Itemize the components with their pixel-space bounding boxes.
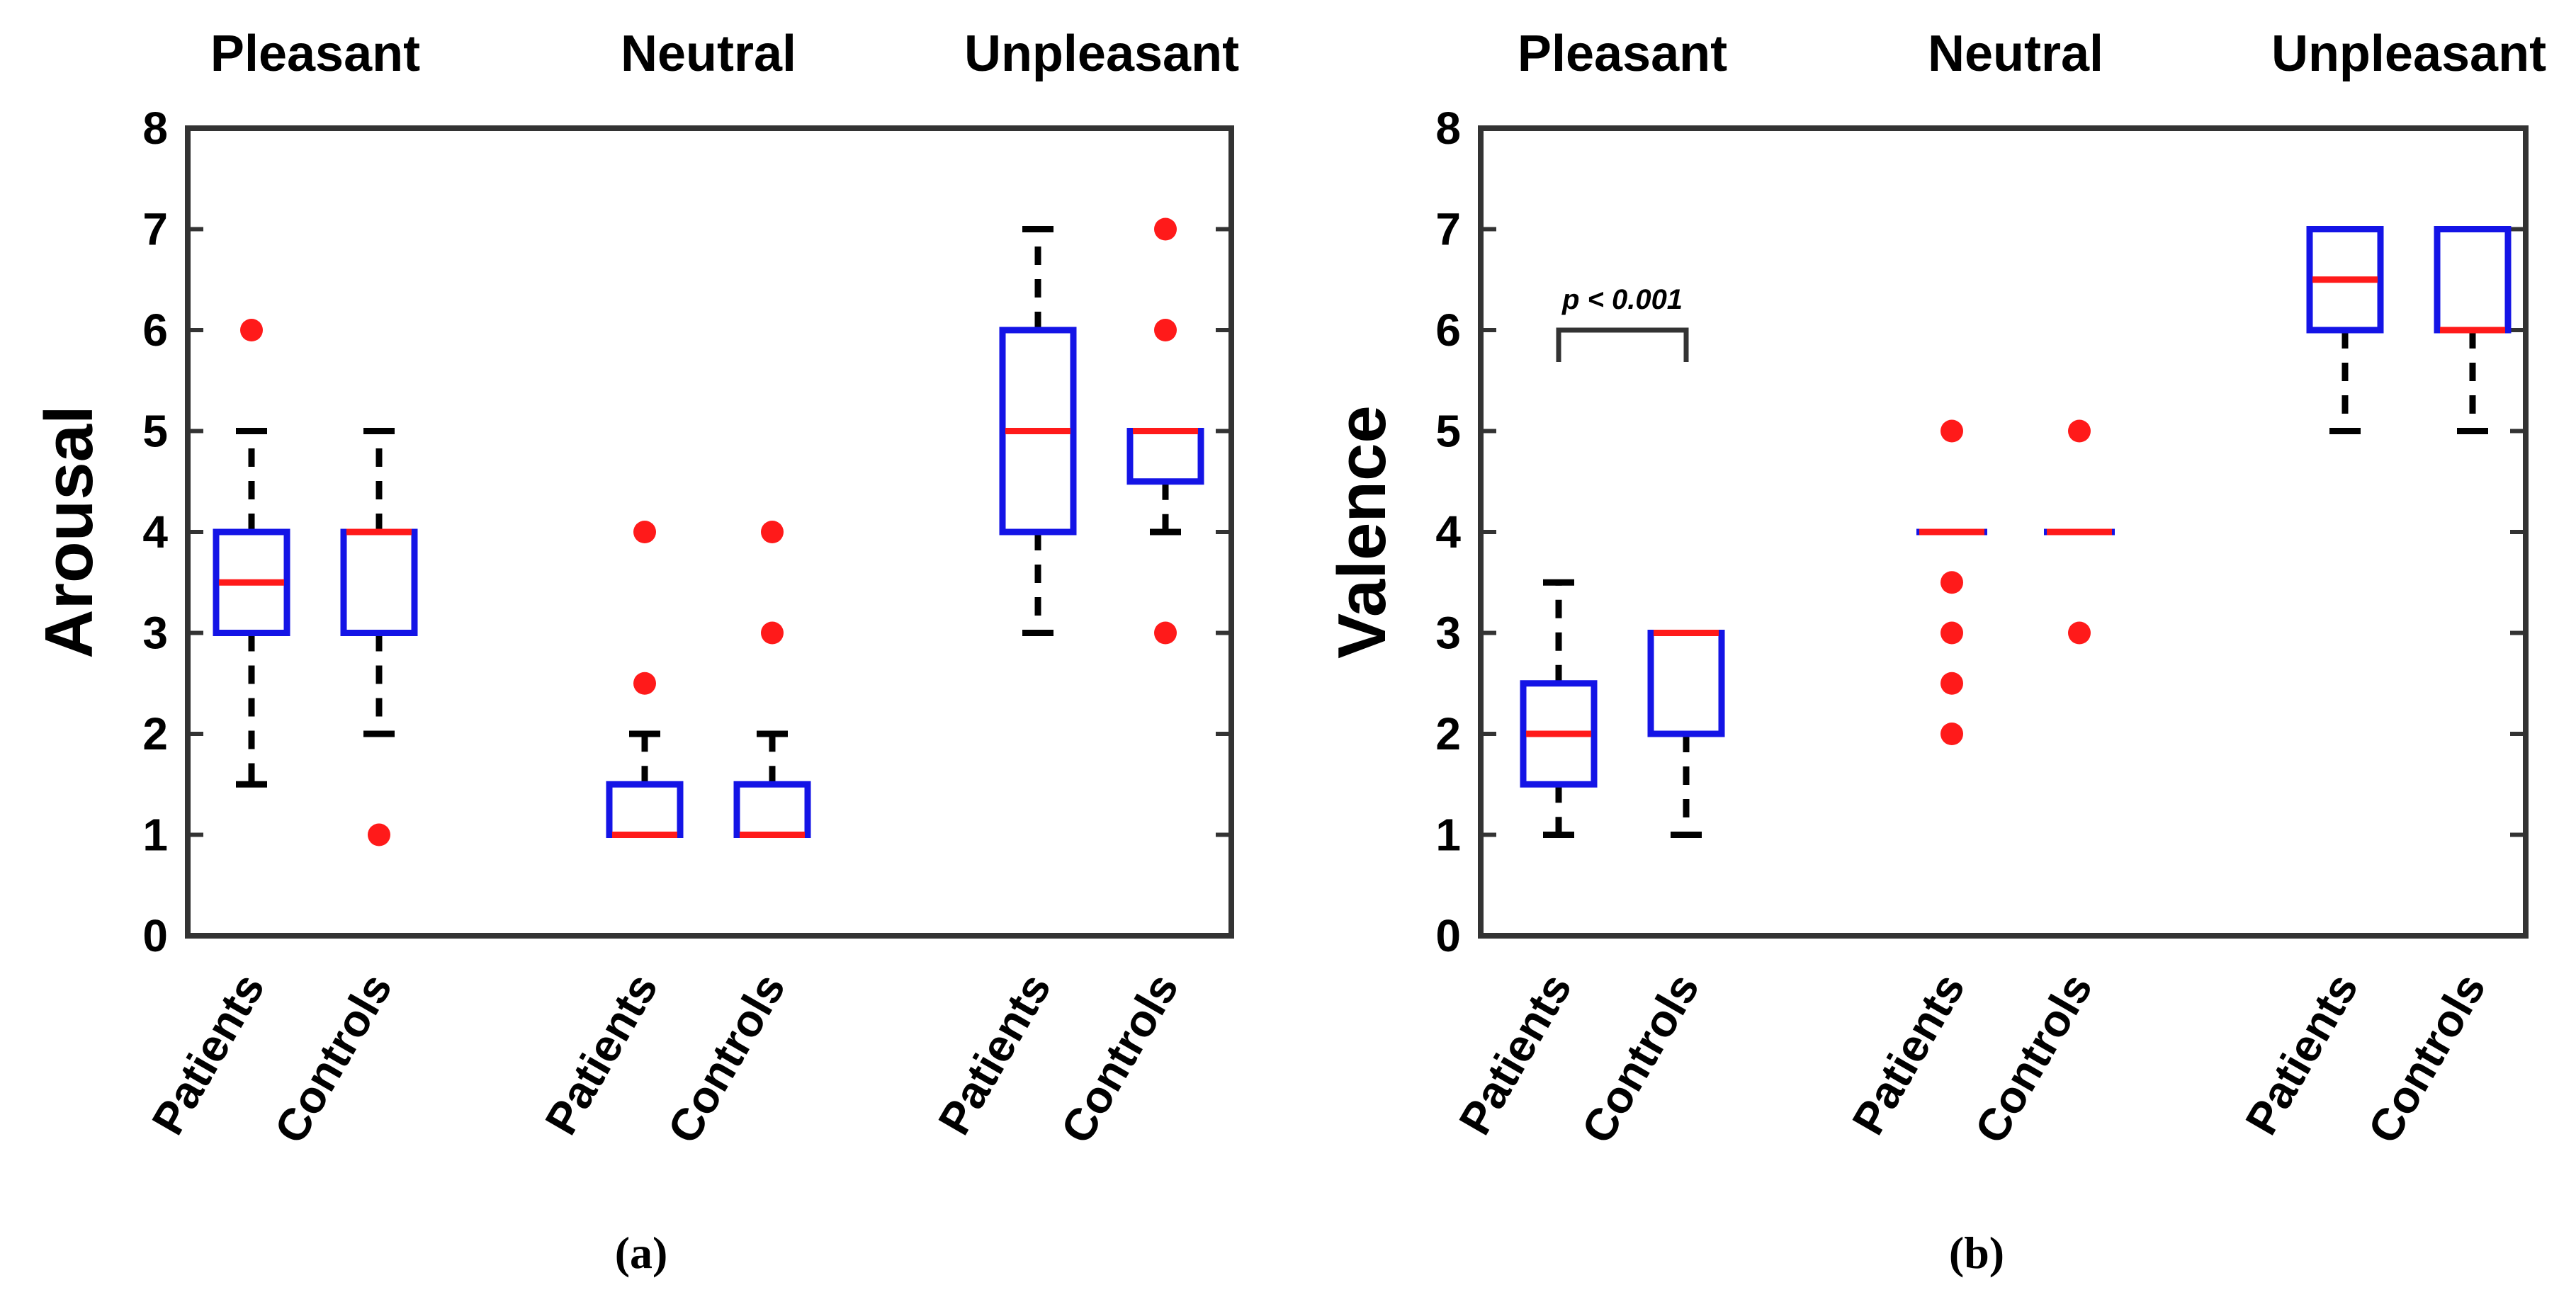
y-tick-label: 7 — [142, 204, 168, 255]
box-neutral-controls — [733, 521, 811, 838]
outlier-point — [761, 621, 784, 645]
iqr-box — [340, 528, 418, 636]
outlier-point — [633, 521, 656, 543]
significance-bracket — [1556, 327, 1689, 362]
significance-label: p < 0.001 — [1561, 284, 1683, 315]
outlier-point — [1941, 571, 1963, 594]
outlier-point — [368, 823, 390, 846]
outlier-point — [761, 521, 784, 543]
y-tick-label: 2 — [142, 708, 168, 759]
x-category-label: Controls — [657, 965, 795, 1152]
x-category-label: Controls — [264, 965, 402, 1152]
y-tick-label: 5 — [142, 406, 168, 457]
y-tick-label: 1 — [142, 810, 168, 861]
y-tick-label: 4 — [1435, 506, 1461, 557]
iqr-box — [1647, 630, 1725, 737]
x-category-label: Patients — [2235, 965, 2368, 1143]
y-tick-label: 0 — [142, 910, 168, 961]
x-category-label: Patients — [1842, 965, 1975, 1143]
x-category-label: Patients — [928, 965, 1061, 1143]
iqr-box — [733, 781, 811, 838]
outlier-point — [1154, 217, 1177, 241]
iqr-box — [2434, 226, 2512, 334]
outlier-point — [240, 319, 263, 341]
x-category-label: Controls — [1571, 965, 1709, 1152]
y-tick-label: 3 — [142, 608, 168, 659]
y-tick-label: 2 — [1435, 708, 1461, 759]
group-title: Unpleasant — [964, 26, 1239, 82]
iqr-box — [606, 781, 684, 838]
iqr-box — [1126, 428, 1204, 485]
x-category-label: Controls — [1051, 965, 1188, 1152]
group-title: Pleasant — [210, 26, 420, 82]
box-pleasant-controls — [340, 428, 418, 846]
y-axis-label: Arousal — [31, 405, 107, 658]
valence-panel: 0 1 2 3 4 5 6 7 8 Valence Pleasant Neutral Unpleasan… — [1324, 26, 2546, 1278]
y-tick-label: 6 — [142, 305, 168, 356]
outlier-point — [1941, 419, 1963, 443]
box-unpleasant-patients — [2306, 226, 2384, 434]
box-pleasant-patients — [213, 319, 290, 788]
x-category-label: Patients — [142, 965, 274, 1143]
box-neutral-patients — [1916, 419, 1987, 745]
box-unpleasant-controls — [2434, 226, 2512, 434]
group-title: Unpleasant — [2271, 26, 2546, 82]
outlier-point — [1154, 319, 1177, 341]
plot-frame — [1478, 125, 2529, 939]
arousal-panel: 0 1 2 3 4 5 6 7 8 Arousal Pleasant Neutral Unpleasan… — [31, 26, 1239, 1278]
x-category-label: Patients — [535, 965, 667, 1143]
y-tick-label: 4 — [142, 506, 168, 557]
panel-label: (b) — [1949, 1228, 2004, 1278]
box-unpleasant-patients — [999, 226, 1077, 636]
iqr-box — [2306, 226, 2384, 334]
outlier-point — [1941, 621, 1963, 645]
group-title: Pleasant — [1518, 26, 1727, 82]
outlier-point — [1154, 621, 1177, 645]
group-title: Neutral — [1928, 26, 2103, 82]
y-tick-label: 5 — [1435, 406, 1461, 457]
outlier-point — [2068, 419, 2091, 443]
y-tick-label: 6 — [1435, 305, 1461, 356]
y-tick-label: 3 — [1435, 608, 1461, 659]
y-axis-label: Valence — [1324, 405, 1400, 659]
box-pleasant-patients — [1520, 579, 1598, 838]
y-tick-label: 8 — [1435, 103, 1461, 154]
outlier-point — [1941, 672, 1963, 695]
group-title: Neutral — [621, 26, 796, 82]
y-tick-label: 8 — [142, 103, 168, 154]
iqr-box — [213, 528, 290, 636]
x-category-label: Patients — [1449, 965, 1581, 1143]
outlier-point — [2068, 621, 2091, 645]
x-category-label: Controls — [1965, 965, 2102, 1152]
outlier-point — [633, 672, 656, 695]
box-neutral-controls — [2044, 419, 2115, 645]
y-tick-label: 1 — [1435, 810, 1461, 861]
y-tick-label: 7 — [1435, 204, 1461, 255]
box-neutral-patients — [606, 521, 684, 838]
iqr-box — [999, 327, 1077, 536]
box-pleasant-controls — [1647, 630, 1725, 838]
box-unpleasant-controls — [1126, 217, 1204, 645]
panel-label: (a) — [615, 1228, 668, 1278]
outlier-point — [1941, 723, 1963, 745]
x-category-label: Controls — [2358, 965, 2495, 1152]
y-tick-label: 0 — [1435, 910, 1461, 961]
iqr-box — [1520, 680, 1598, 788]
